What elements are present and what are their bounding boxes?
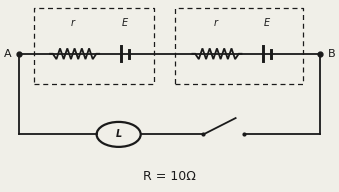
Text: A: A xyxy=(4,49,11,59)
Text: r: r xyxy=(71,18,75,28)
Text: E: E xyxy=(122,18,128,28)
Text: B: B xyxy=(328,49,335,59)
Text: E: E xyxy=(264,18,270,28)
Text: r: r xyxy=(213,18,217,28)
Text: R = 10Ω: R = 10Ω xyxy=(143,170,196,183)
Text: L: L xyxy=(116,129,122,139)
